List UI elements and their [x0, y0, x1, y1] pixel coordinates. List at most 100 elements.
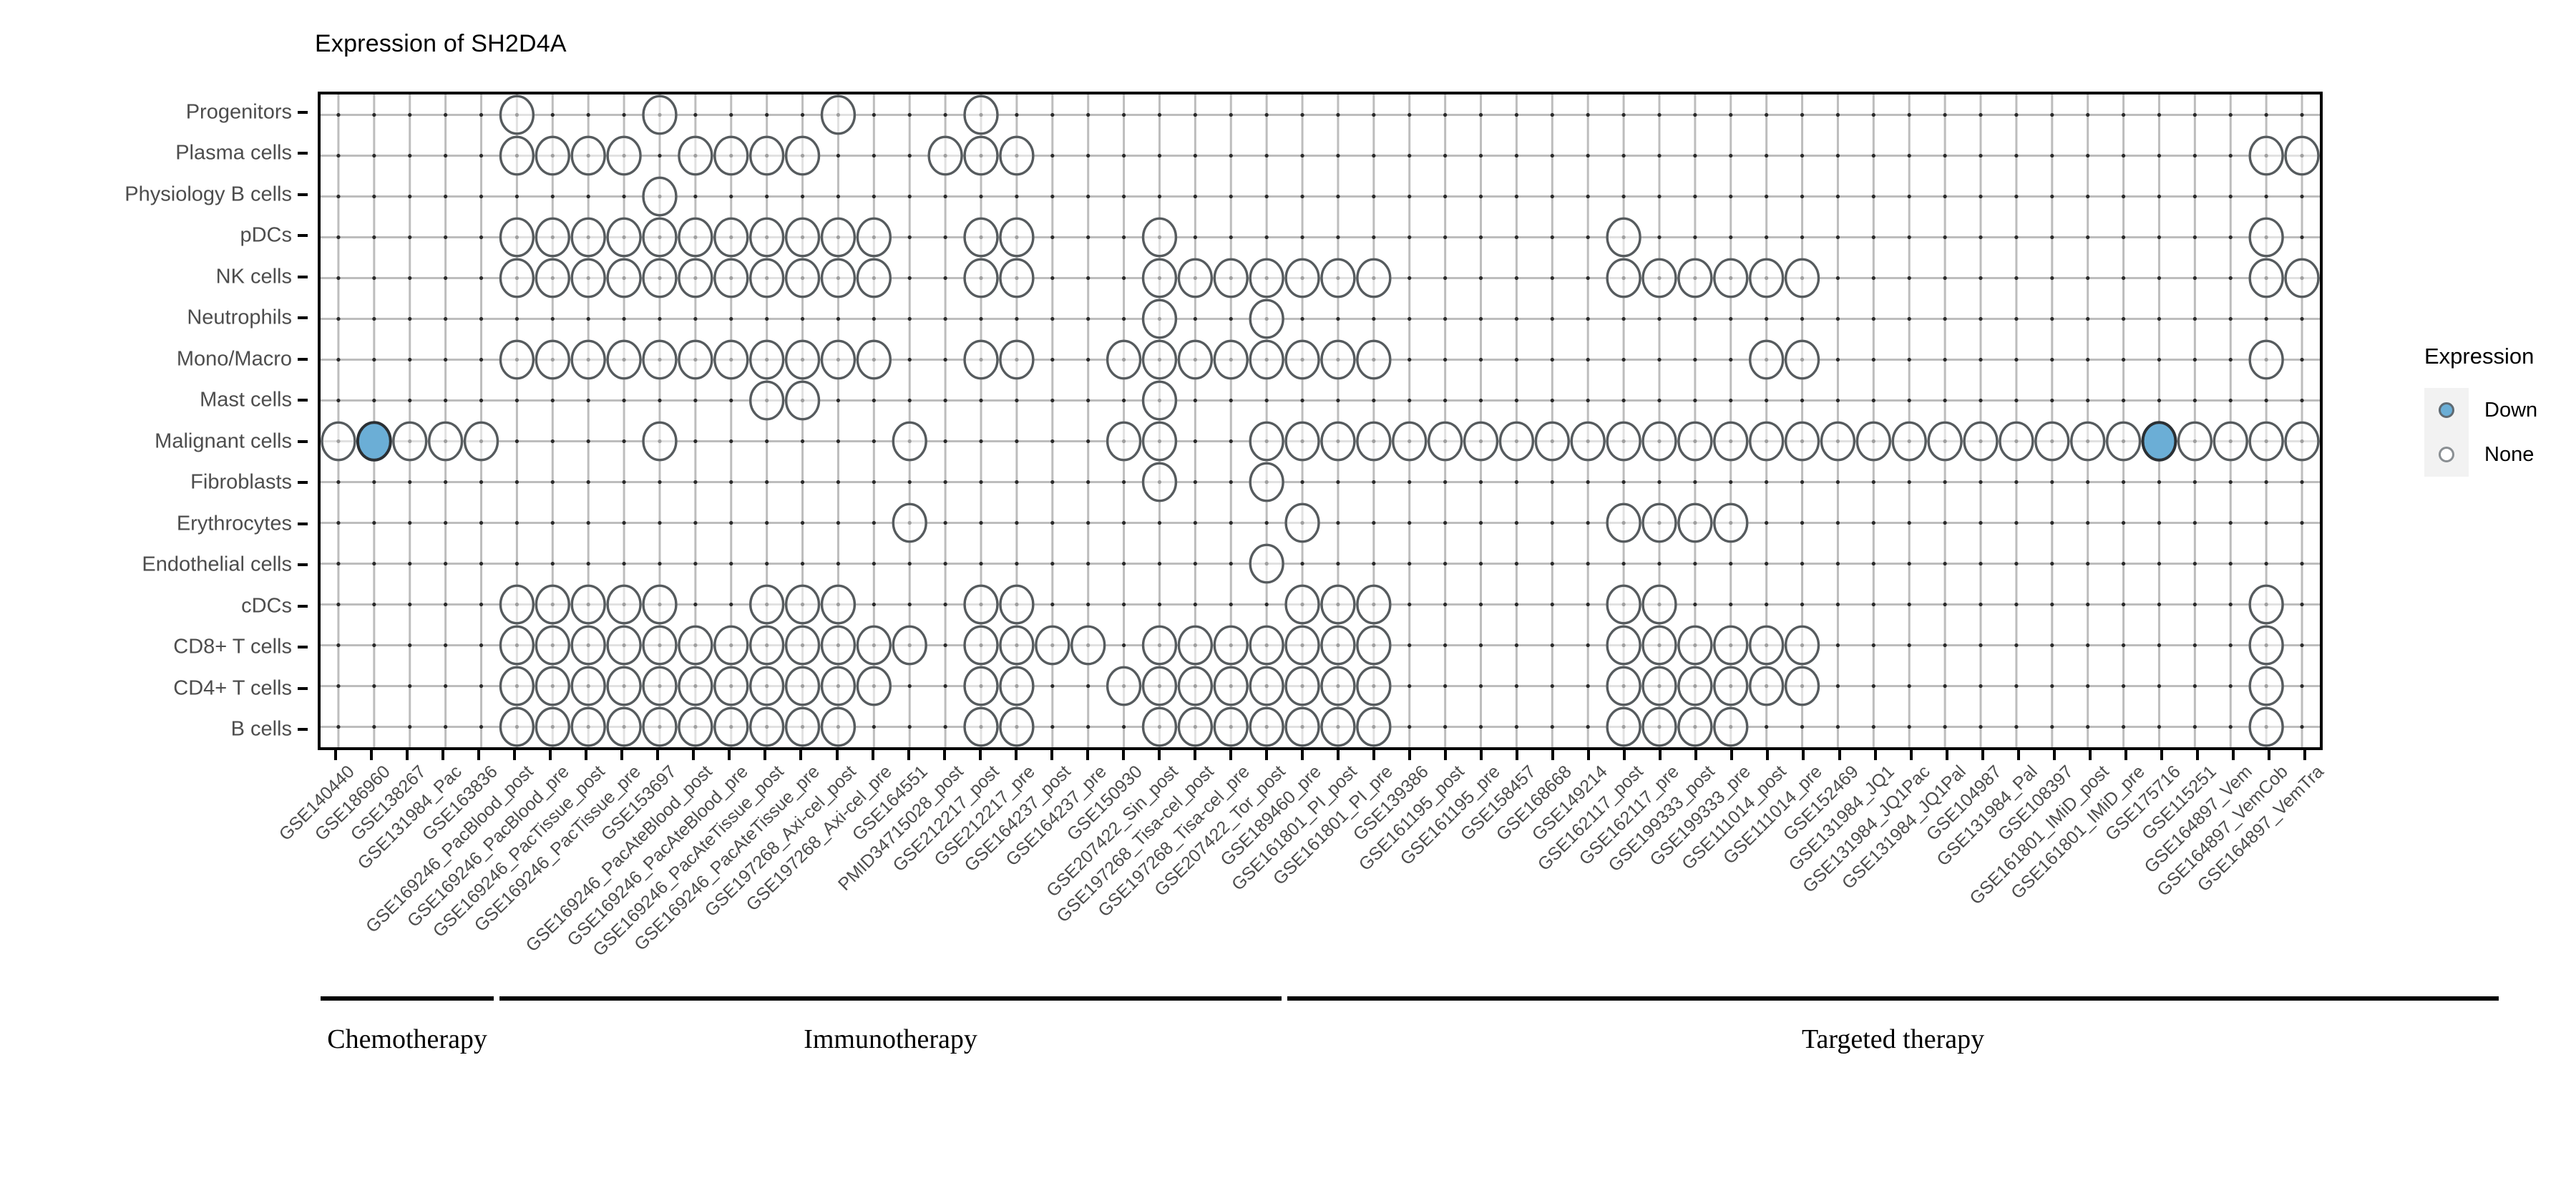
dot-none	[1677, 258, 1713, 298]
legend-item[interactable]: Down	[2424, 388, 2537, 432]
dot-none	[1320, 584, 1356, 625]
x-axis-tick	[441, 750, 445, 760]
y-axis-label: Erythrocytes	[176, 512, 292, 535]
x-axis-tick	[549, 750, 552, 760]
x-axis-tick	[1157, 750, 1161, 760]
dot-none	[2034, 421, 2070, 462]
dot-none	[1141, 666, 1178, 706]
dot-none	[642, 584, 678, 625]
dot-none	[535, 217, 570, 258]
y-axis-tick	[298, 152, 308, 155]
x-axis-tick	[728, 750, 731, 760]
dot-none	[570, 625, 606, 666]
dot-none	[820, 666, 857, 706]
dot-none	[535, 625, 570, 666]
dot-none	[1284, 502, 1320, 543]
dot-none	[606, 706, 642, 747]
dot-none	[713, 625, 749, 666]
dot-none	[1784, 339, 1820, 380]
dot-none	[784, 584, 821, 625]
x-axis-labels: GSE140440 GSE186960 GSE138267 GSE131984_Pac…	[275, 762, 2328, 998]
dot-none	[1713, 421, 1749, 462]
dot-none	[784, 625, 821, 666]
x-axis-tick	[1444, 750, 1448, 760]
dot-none	[713, 339, 749, 380]
group-bracket	[321, 996, 494, 1001]
legend-swatch	[2424, 432, 2469, 477]
dot-none	[1356, 666, 1392, 706]
dot-none	[1284, 339, 1320, 380]
x-axis-tick	[1372, 750, 1376, 760]
group-label: Immunotherapy	[804, 1024, 977, 1054]
dot-none	[570, 584, 606, 625]
dot-none	[1141, 462, 1178, 502]
x-axis-tick	[1945, 750, 1948, 760]
x-axis-tick	[1659, 750, 1662, 760]
dot-none	[1534, 421, 1570, 462]
dot-none	[535, 258, 570, 298]
legend-dot-none-icon	[2439, 447, 2454, 462]
dot-none	[1141, 339, 1178, 380]
dot-none	[499, 339, 535, 380]
x-axis-tick	[1085, 750, 1089, 760]
y-axis-label: pDCs	[240, 223, 292, 247]
dot-none	[2105, 421, 2142, 462]
dot-none	[606, 258, 642, 298]
dot-none	[678, 339, 713, 380]
dot-none	[678, 706, 713, 747]
x-axis-tick	[978, 750, 982, 760]
dot-none	[1320, 666, 1356, 706]
dot-none	[1606, 625, 1641, 666]
dot-none	[1177, 258, 1214, 298]
dot-none	[570, 666, 606, 706]
y-axis-label: Plasma cells	[175, 141, 292, 165]
dot-none	[999, 584, 1035, 625]
dot-none	[499, 258, 535, 298]
dot-none	[1141, 217, 1178, 258]
dot-none	[1284, 666, 1320, 706]
dot-none	[535, 135, 570, 176]
dot-none	[1356, 706, 1392, 747]
dot-none	[1141, 258, 1178, 298]
dot-none	[2248, 625, 2284, 666]
dot-none	[642, 217, 678, 258]
dot-none	[749, 666, 785, 706]
y-axis-tick	[298, 563, 308, 567]
dot-none	[1641, 258, 1677, 298]
dot-none	[642, 339, 678, 380]
dot-none	[1891, 421, 1927, 462]
y-axis-label: Malignant cells	[155, 429, 292, 453]
y-axis-label: cDCs	[241, 594, 292, 618]
dot-none	[963, 258, 999, 298]
dot-none	[1284, 625, 1320, 666]
dot-none	[1320, 625, 1356, 666]
dot-none	[1606, 584, 1641, 625]
dot-none	[1356, 258, 1392, 298]
x-axis-tick	[1408, 750, 1412, 760]
dot-none	[1320, 339, 1356, 380]
dot-none	[1392, 421, 1428, 462]
y-axis-tick	[298, 357, 308, 361]
dot-none	[1677, 706, 1713, 747]
dot-none	[1749, 666, 1785, 706]
y-axis-label: Neutrophils	[187, 306, 292, 329]
dot-none	[856, 217, 892, 258]
dot-none	[713, 258, 749, 298]
x-axis-tick	[1802, 750, 1805, 760]
y-axis-tick	[298, 604, 308, 608]
x-axis-tick	[2052, 750, 2056, 760]
y-axis-tick	[298, 275, 308, 278]
dot-none	[784, 258, 821, 298]
x-axis-tick	[1300, 750, 1304, 760]
dot-none	[1641, 666, 1677, 706]
x-axis-tick	[799, 750, 803, 760]
dot-none	[1284, 584, 1320, 625]
x-axis-tick	[2231, 750, 2235, 760]
dot-none	[1677, 502, 1713, 543]
dot-none	[1213, 625, 1249, 666]
legend-swatch	[2424, 388, 2469, 432]
dot-none	[784, 339, 821, 380]
x-axis-tick	[1193, 750, 1196, 760]
dot-none	[749, 339, 785, 380]
legend-item[interactable]: None	[2424, 432, 2537, 477]
